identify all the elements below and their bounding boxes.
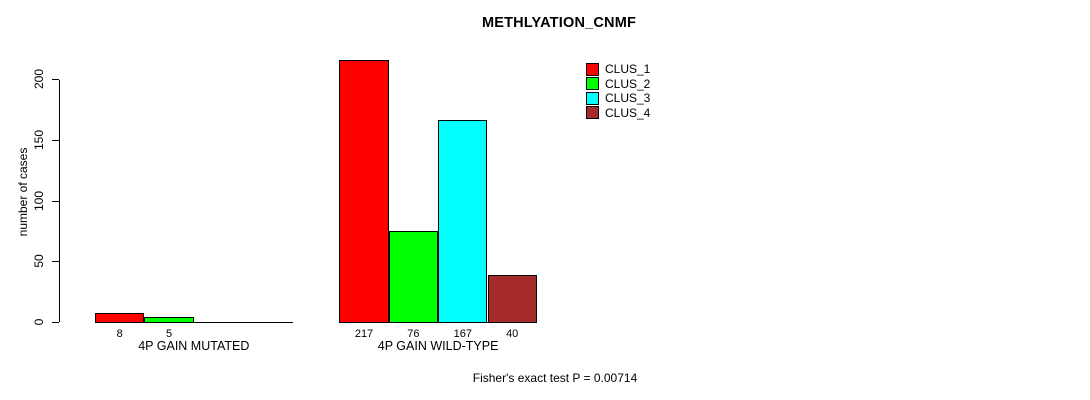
bar-value-label: 40 [506, 328, 519, 340]
y-tick-mark [52, 322, 59, 323]
legend-label: CLUS_4 [605, 105, 651, 120]
bar-clus_3 [438, 120, 488, 323]
legend-row: CLUS_3 [586, 91, 650, 106]
bar-clus_1 [339, 59, 389, 323]
y-axis-line [59, 80, 60, 322]
legend-row: CLUS_2 [586, 77, 650, 92]
y-axis-label: number of cases [16, 147, 30, 237]
legend-swatch-icon [586, 62, 599, 76]
y-tick-mark [52, 79, 59, 81]
legend-label: CLUS_3 [605, 91, 651, 106]
y-tick-label: 150 [32, 129, 46, 151]
stat-annotation: Fisher's exact test P = 0.00714 [472, 371, 638, 385]
legend-label: CLUS_2 [605, 76, 651, 91]
legend-row: CLUS_4 [586, 106, 650, 121]
legend: CLUS_1 CLUS_2 CLUS_3 CLUS_4 [586, 62, 650, 120]
legend-label: CLUS_1 [605, 62, 651, 77]
y-tick-mark [52, 140, 59, 141]
bar-value-label: 167 [453, 328, 472, 340]
legend-swatch-icon [586, 77, 599, 91]
bar-clus_2 [388, 230, 439, 323]
legend-row: CLUS_1 [586, 62, 650, 77]
category-label: 4P GAIN WILD-TYPE [377, 339, 499, 353]
legend-swatch-icon [586, 91, 599, 105]
bar-value-label: 217 [354, 328, 374, 340]
bar-value-label: 5 [166, 328, 173, 340]
y-tick-label: 0 [32, 318, 46, 326]
y-tick-label: 200 [32, 69, 46, 90]
y-tick-label: 50 [32, 254, 46, 268]
y-tick-label: 100 [32, 190, 46, 211]
y-tick-mark [52, 261, 59, 263]
chart-title: METHLYATION_CNMF [481, 15, 637, 31]
bar-clus_2 [144, 316, 194, 323]
y-tick-mark [52, 200, 59, 202]
category-label: 4P GAIN MUTATED [138, 339, 250, 353]
bar-clus_4 [487, 274, 537, 323]
legend-swatch-icon [586, 106, 599, 120]
bar-value-label: 8 [116, 328, 123, 340]
group-baseline [95, 322, 293, 323]
bar-clus_1 [95, 313, 145, 323]
bar-value-label: 76 [407, 328, 420, 340]
